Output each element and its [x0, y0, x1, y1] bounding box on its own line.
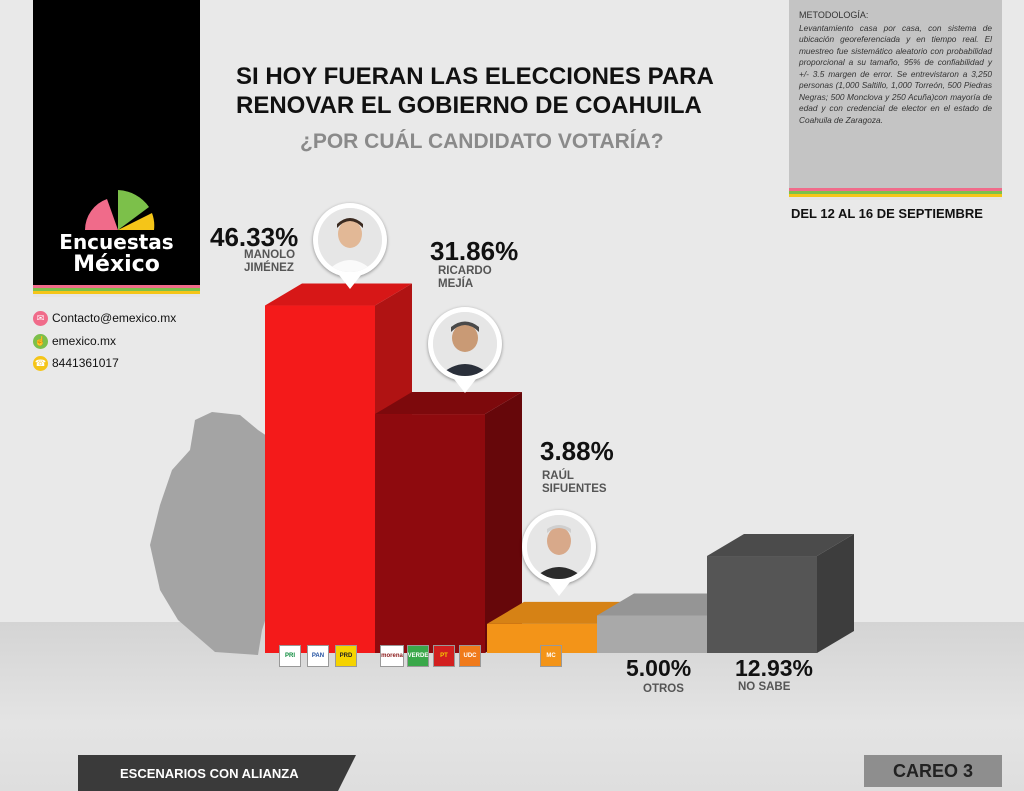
candidate-name-raul: RAÚL SIFUENTES	[542, 470, 607, 495]
party-logo-morena: morena	[380, 645, 404, 667]
pointer-icon: ☝	[33, 333, 48, 349]
contact-email-text: Contacto@emexico.mx	[52, 311, 177, 325]
person-icon	[527, 515, 591, 579]
logo-stripes	[33, 285, 200, 297]
candidate-name-manolo: MANOLO JIMÉNEZ	[244, 249, 296, 274]
contact-email[interactable]: ✉ Contacto@emexico.mx	[33, 309, 176, 327]
mail-icon: ✉	[33, 310, 48, 326]
party-logo-pt: PT	[433, 645, 455, 667]
methodology-heading: METODOLOGÍA:	[799, 10, 869, 20]
logo-line2: México	[73, 252, 160, 277]
party-logo-pan: PAN	[307, 645, 329, 667]
phone-icon: ☎	[33, 355, 48, 371]
candidate-photo-raul	[522, 510, 596, 584]
logo-block: Encuestas México	[33, 0, 200, 285]
candidate-photo-manolo	[313, 203, 387, 277]
footer-scenario-label: ESCENARIOS CON ALIANZA	[120, 766, 299, 781]
party-logo-mc: MC	[540, 645, 562, 667]
careo-badge: CAREO 3	[864, 755, 1002, 787]
party-logo-prd: PRD	[335, 645, 357, 667]
party-logo-verde: VERDE	[407, 645, 429, 667]
methodology-stripes	[789, 188, 1002, 200]
bar-no-sabe	[707, 534, 854, 653]
value-label-ricardo: 31.86%	[430, 236, 519, 266]
footer-scenario-bar	[78, 755, 338, 791]
value-label-manolo: 46.33%	[210, 222, 299, 252]
methodology-box: METODOLOGÍA: Levantamiento casa por casa…	[789, 0, 1002, 188]
value-label-no-sabe: 12.93%	[735, 655, 814, 681]
coahuila-map-silhouette	[150, 412, 300, 655]
photo-pin-manolo	[339, 275, 361, 289]
chart-subtitle: ¿POR CUÁL CANDIDATO VOTARÍA?	[300, 130, 664, 153]
category-name-no-sabe: NO SABE	[738, 681, 791, 693]
contact-website[interactable]: ☝ emexico.mx	[33, 332, 116, 350]
party-logo-udc: UDC	[459, 645, 481, 667]
bar-ricardo	[375, 392, 522, 653]
methodology-text: Levantamiento casa por casa, con sistema…	[799, 22, 992, 125]
candidate-name-ricardo: RICARDO MEJÍA	[438, 265, 492, 290]
logo-line1: Encuestas	[59, 230, 174, 254]
category-name-otros: OTROS	[643, 683, 684, 695]
value-label-otros: 5.00%	[626, 655, 692, 681]
logo-pie-icon	[85, 190, 155, 230]
contact-phone-text: 8441361017	[52, 356, 119, 370]
person-icon	[318, 208, 382, 272]
footer-scenario-tail	[338, 755, 356, 791]
chart-title: SI HOY FUERAN LAS ELECCIONES PARA RENOVA…	[236, 63, 713, 119]
party-logo-pri: PRI	[279, 645, 301, 667]
candidate-photo-ricardo	[428, 307, 502, 381]
photo-pin-raul	[548, 582, 570, 596]
survey-dates: DEL 12 AL 16 DE SEPTIEMBRE	[791, 206, 983, 221]
value-label-raul: 3.88%	[540, 436, 614, 466]
contact-website-text: emexico.mx	[52, 334, 117, 348]
contact-phone[interactable]: ☎ 8441361017	[33, 354, 119, 372]
person-icon	[433, 312, 497, 376]
photo-pin-ricardo	[454, 379, 476, 393]
